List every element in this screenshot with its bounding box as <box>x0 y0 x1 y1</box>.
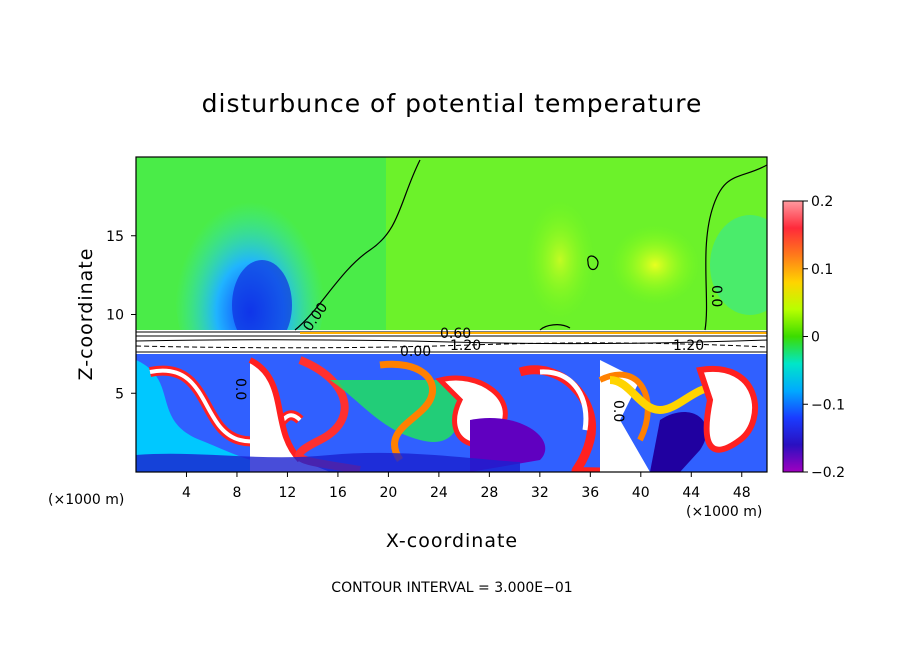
contour-label: 0.60 <box>440 326 471 342</box>
contour-label: 0.0 <box>610 400 626 422</box>
cool-patch-right <box>710 215 767 315</box>
warm-patch <box>610 225 700 305</box>
colorbar-tick-label: 0.2 <box>811 194 833 210</box>
turbulent-eddies <box>136 356 758 472</box>
cool-plume-core <box>232 260 292 350</box>
y-axis-label: Z-coordinate <box>75 248 97 381</box>
x-unit-label-left: (×1000 m) <box>48 492 124 508</box>
x-tick-label: 16 <box>329 485 347 501</box>
contour-label: 1.20 <box>673 338 704 354</box>
contour-label: 0.0 <box>232 378 248 400</box>
x-axis-label: X-coordinate <box>386 530 518 552</box>
x-tick-label: 32 <box>531 485 549 501</box>
warm-patch-2 <box>525 200 595 320</box>
colorbar-tick-label: 0 <box>811 330 820 346</box>
x-unit-label-right: (×1000 m) <box>686 504 762 520</box>
colorbar <box>782 200 804 473</box>
contour-label: 0.00 <box>400 344 431 360</box>
x-tick-label: 48 <box>733 485 751 501</box>
x-tick-label: 20 <box>379 485 397 501</box>
y-tick-label: 10 <box>106 308 124 324</box>
colorbar-tick-label: 0.1 <box>811 262 833 278</box>
colorbar-tick-label: −0.2 <box>811 465 845 481</box>
contour-label: 1.20 <box>450 338 481 354</box>
colorbar-tick-label: −0.1 <box>811 397 845 413</box>
x-tick-label: 8 <box>232 485 241 501</box>
chart-title: disturbunce of potential temperature <box>202 89 703 118</box>
contour-interval-note: CONTOUR INTERVAL = 3.000E−01 <box>331 580 572 596</box>
x-tick-label: 44 <box>682 485 700 501</box>
heatmap-field <box>136 157 767 472</box>
y-tick-label: 5 <box>115 386 124 402</box>
x-tick-label: 24 <box>430 485 448 501</box>
contour-label: 0.0 <box>708 285 724 307</box>
y-axis-ticks: 5 10 15 <box>106 229 136 402</box>
x-tick-label: 4 <box>182 485 191 501</box>
x-tick-label: 36 <box>581 485 599 501</box>
y-tick-label: 15 <box>106 229 124 245</box>
x-axis-ticks: 4 8 12 16 20 24 28 32 36 40 44 48 <box>182 472 751 501</box>
x-tick-label: 12 <box>279 485 297 501</box>
contour-lines <box>294 159 767 331</box>
colorbar-ticks: 0.2 0.1 0 −0.1 −0.2 <box>803 194 845 481</box>
x-tick-label: 40 <box>632 485 650 501</box>
x-tick-label: 28 <box>480 485 498 501</box>
